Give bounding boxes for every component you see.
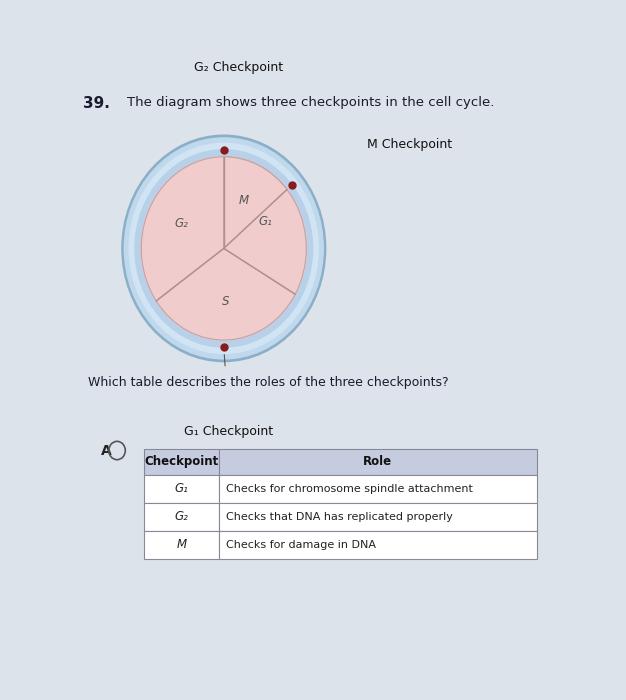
Wedge shape (224, 157, 306, 294)
Wedge shape (156, 248, 295, 340)
Bar (219, 503, 536, 531)
Text: G₁: G₁ (259, 216, 272, 228)
Text: G₁ Checkpoint: G₁ Checkpoint (184, 425, 273, 438)
Text: M: M (177, 538, 187, 552)
Text: G₂: G₂ (175, 218, 188, 230)
Bar (144, 503, 219, 531)
Circle shape (141, 157, 306, 340)
Circle shape (125, 138, 323, 359)
Text: A: A (101, 444, 111, 458)
Text: M: M (239, 194, 249, 206)
Text: Checks that DNA has replicated properly: Checks that DNA has replicated properly (226, 512, 453, 522)
Bar (219, 475, 536, 503)
Text: 39.: 39. (83, 96, 110, 111)
Text: Which table describes the roles of the three checkpoints?: Which table describes the roles of the t… (88, 376, 449, 389)
Wedge shape (141, 157, 224, 301)
Bar (219, 531, 536, 559)
Text: S: S (222, 295, 230, 308)
Text: Checkpoint: Checkpoint (144, 455, 218, 468)
Circle shape (122, 135, 326, 362)
Text: Checks for damage in DNA: Checks for damage in DNA (226, 540, 376, 550)
Text: Checks for chromosome spindle attachment: Checks for chromosome spindle attachment (226, 484, 473, 494)
Bar (219, 449, 536, 475)
Text: The diagram shows three checkpoints in the cell cycle.: The diagram shows three checkpoints in t… (126, 96, 494, 109)
Wedge shape (224, 157, 287, 248)
Circle shape (135, 150, 312, 347)
Text: Role: Role (363, 455, 393, 468)
Bar (144, 449, 219, 475)
Bar (144, 531, 219, 559)
Circle shape (129, 144, 319, 354)
Bar (144, 475, 219, 503)
Text: G₂ Checkpoint: G₂ Checkpoint (194, 62, 283, 74)
Text: G₁: G₁ (175, 482, 188, 496)
Text: G₂: G₂ (175, 510, 188, 524)
Text: M Checkpoint: M Checkpoint (367, 138, 452, 150)
